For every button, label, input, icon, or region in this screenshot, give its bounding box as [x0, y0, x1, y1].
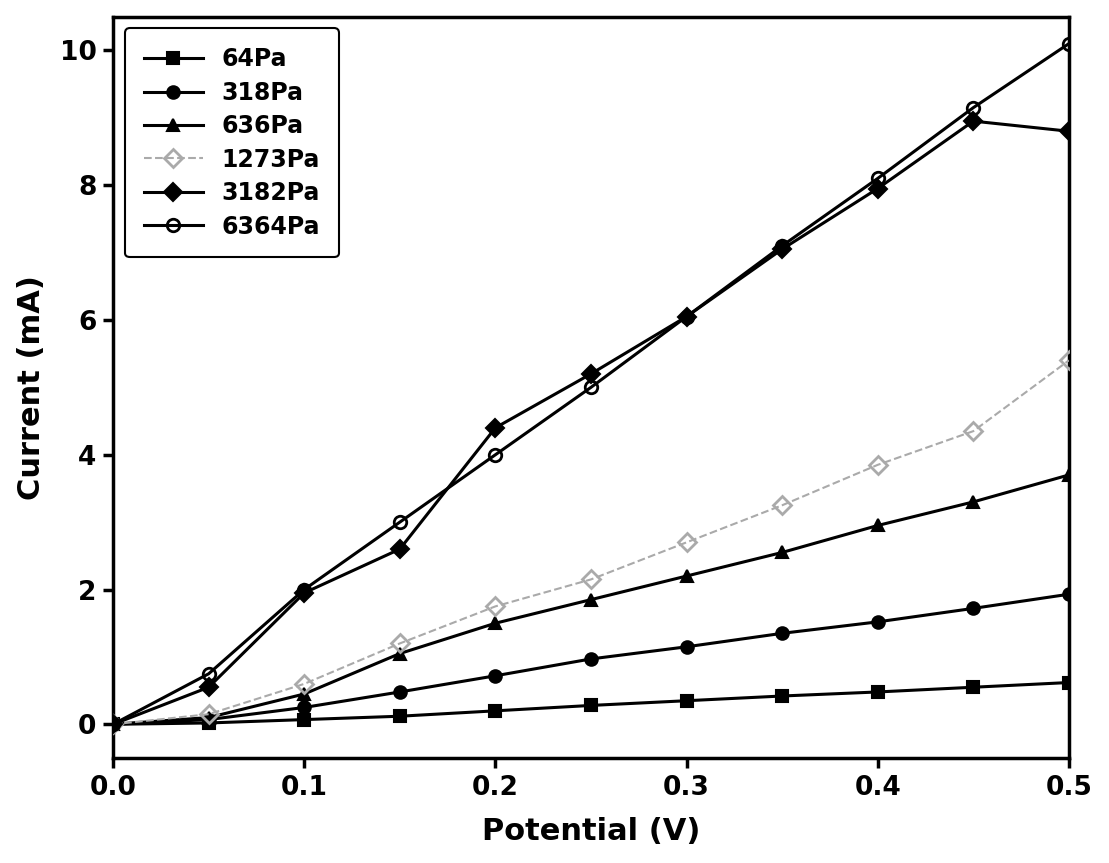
318Pa	[106, 719, 120, 729]
636Pa	[297, 689, 311, 699]
6364Pa	[106, 719, 120, 729]
318Pa	[297, 702, 311, 713]
6364Pa	[297, 584, 311, 595]
6364Pa	[967, 103, 980, 113]
1273Pa	[967, 426, 980, 437]
Line: 6364Pa: 6364Pa	[106, 37, 1075, 731]
3182Pa	[202, 682, 215, 692]
Legend: 64Pa, 318Pa, 636Pa, 1273Pa, 3182Pa, 6364Pa: 64Pa, 318Pa, 636Pa, 1273Pa, 3182Pa, 6364…	[125, 28, 339, 257]
318Pa	[394, 687, 407, 697]
3182Pa	[394, 544, 407, 554]
1273Pa	[680, 537, 693, 547]
1273Pa	[106, 719, 120, 729]
636Pa	[871, 520, 884, 531]
3182Pa	[1062, 126, 1076, 136]
Y-axis label: Current (mA): Current (mA)	[17, 275, 45, 500]
3182Pa	[489, 423, 502, 433]
636Pa	[680, 570, 693, 581]
1273Pa	[871, 460, 884, 470]
636Pa	[1062, 469, 1076, 480]
636Pa	[106, 719, 120, 729]
318Pa	[871, 617, 884, 627]
1273Pa	[297, 678, 311, 689]
636Pa	[967, 497, 980, 507]
6364Pa	[394, 517, 407, 527]
Line: 318Pa: 318Pa	[106, 588, 1075, 731]
318Pa	[584, 654, 598, 665]
1273Pa	[394, 639, 407, 649]
3182Pa	[967, 116, 980, 126]
64Pa	[202, 718, 215, 728]
64Pa	[680, 696, 693, 706]
Line: 64Pa: 64Pa	[106, 677, 1075, 731]
318Pa	[775, 628, 788, 639]
64Pa	[1062, 677, 1076, 688]
X-axis label: Potential (V): Potential (V)	[481, 817, 700, 847]
636Pa	[489, 618, 502, 628]
636Pa	[584, 595, 598, 605]
1273Pa	[1062, 356, 1076, 366]
64Pa	[871, 687, 884, 697]
1273Pa	[584, 574, 598, 584]
64Pa	[775, 690, 788, 701]
3182Pa	[680, 312, 693, 322]
3182Pa	[297, 588, 311, 598]
6364Pa	[680, 312, 693, 322]
64Pa	[106, 719, 120, 729]
6364Pa	[1062, 39, 1076, 49]
Line: 636Pa: 636Pa	[106, 469, 1075, 731]
64Pa	[489, 706, 502, 716]
64Pa	[584, 700, 598, 710]
3182Pa	[775, 244, 788, 255]
1273Pa	[775, 500, 788, 510]
636Pa	[775, 547, 788, 557]
636Pa	[394, 648, 407, 658]
3182Pa	[871, 183, 884, 193]
6364Pa	[202, 669, 215, 679]
6364Pa	[584, 382, 598, 393]
Line: 1273Pa: 1273Pa	[106, 354, 1075, 731]
Line: 3182Pa: 3182Pa	[106, 115, 1075, 731]
636Pa	[202, 712, 215, 722]
64Pa	[297, 715, 311, 725]
318Pa	[489, 671, 502, 681]
1273Pa	[202, 709, 215, 720]
318Pa	[680, 641, 693, 652]
3182Pa	[106, 719, 120, 729]
318Pa	[967, 603, 980, 614]
3182Pa	[584, 369, 598, 379]
6364Pa	[775, 241, 788, 251]
318Pa	[202, 715, 215, 725]
64Pa	[967, 682, 980, 692]
64Pa	[394, 711, 407, 721]
1273Pa	[489, 602, 502, 612]
6364Pa	[489, 450, 502, 460]
6364Pa	[871, 173, 884, 184]
318Pa	[1062, 589, 1076, 600]
